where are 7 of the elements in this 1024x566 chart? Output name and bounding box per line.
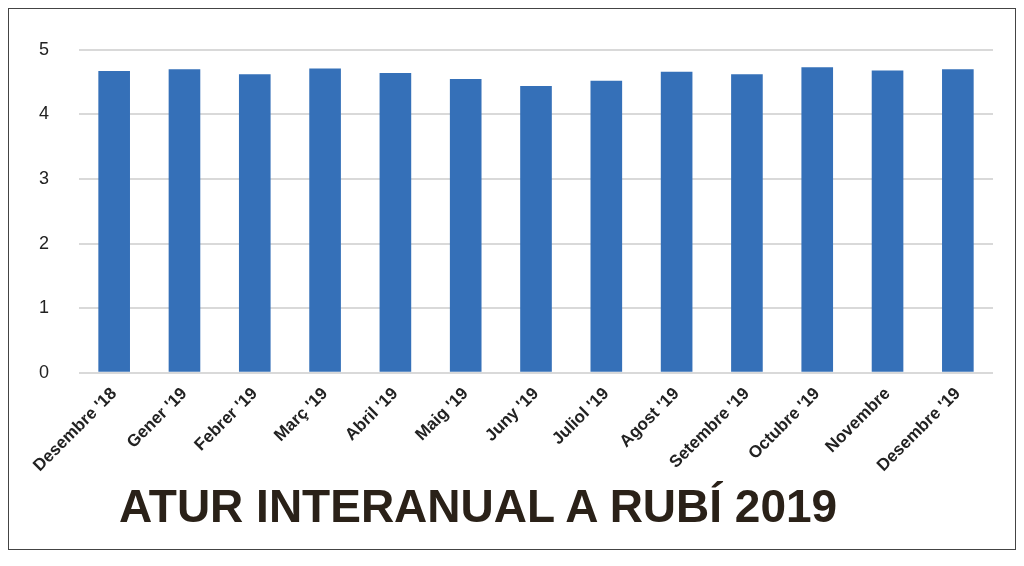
y-tick-label: 1	[39, 297, 50, 318]
y-tick-label: 2	[39, 232, 50, 253]
y-tick-label: 5	[39, 38, 50, 59]
y-tick-label: 4	[39, 103, 50, 124]
y-tick-label: 0	[39, 361, 50, 382]
text: ATUR INTERANUAL A RUBÍ 2019	[118, 479, 839, 534]
y-tick-label: 3	[39, 168, 50, 188]
